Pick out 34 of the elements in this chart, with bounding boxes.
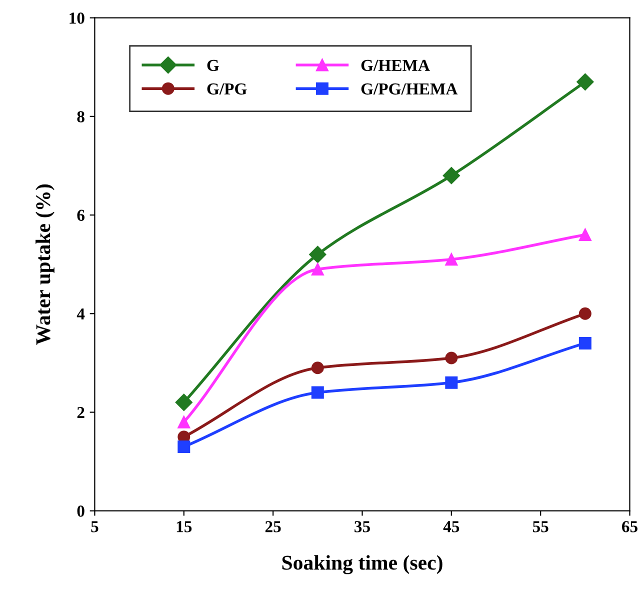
y-tick-label: 10 — [70, 12, 84, 24]
y-tick-label: 8 — [77, 111, 84, 122]
point — [445, 376, 458, 389]
x-tick-label: 35 — [354, 521, 370, 532]
point — [578, 336, 592, 350]
x-tick-label: 65 — [622, 521, 638, 532]
y-tick-label: 6 — [77, 210, 85, 221]
y-tick-label: 0 — [77, 506, 84, 517]
point — [178, 440, 190, 453]
x-axis-title: Soaking time (sec) — [282, 555, 442, 574]
legend-label: G/PG — [207, 83, 247, 95]
x-tick-label: 55 — [532, 521, 548, 532]
point — [175, 394, 192, 411]
x-tick-label: 45 — [443, 521, 460, 532]
point — [445, 352, 458, 364]
x-tick-label: 25 — [265, 521, 281, 532]
point — [445, 253, 458, 266]
point — [311, 386, 324, 399]
x-tick-label: 5 — [91, 521, 98, 532]
point — [578, 307, 592, 320]
point — [311, 362, 324, 374]
y-tick-label: 4 — [76, 308, 85, 320]
legend-label: G/PG/HEMA — [361, 83, 458, 95]
x-tick-label: 15 — [176, 521, 192, 532]
point — [442, 167, 460, 184]
legend-label: G — [207, 60, 219, 72]
point — [578, 228, 592, 241]
point — [576, 73, 594, 90]
point — [309, 246, 326, 264]
point — [178, 416, 190, 428]
y-axis-title: Water uptake (%) — [36, 184, 54, 345]
point — [311, 263, 324, 276]
legend-label: G/HEMA — [361, 60, 430, 72]
y-tick-label: 2 — [77, 406, 84, 418]
